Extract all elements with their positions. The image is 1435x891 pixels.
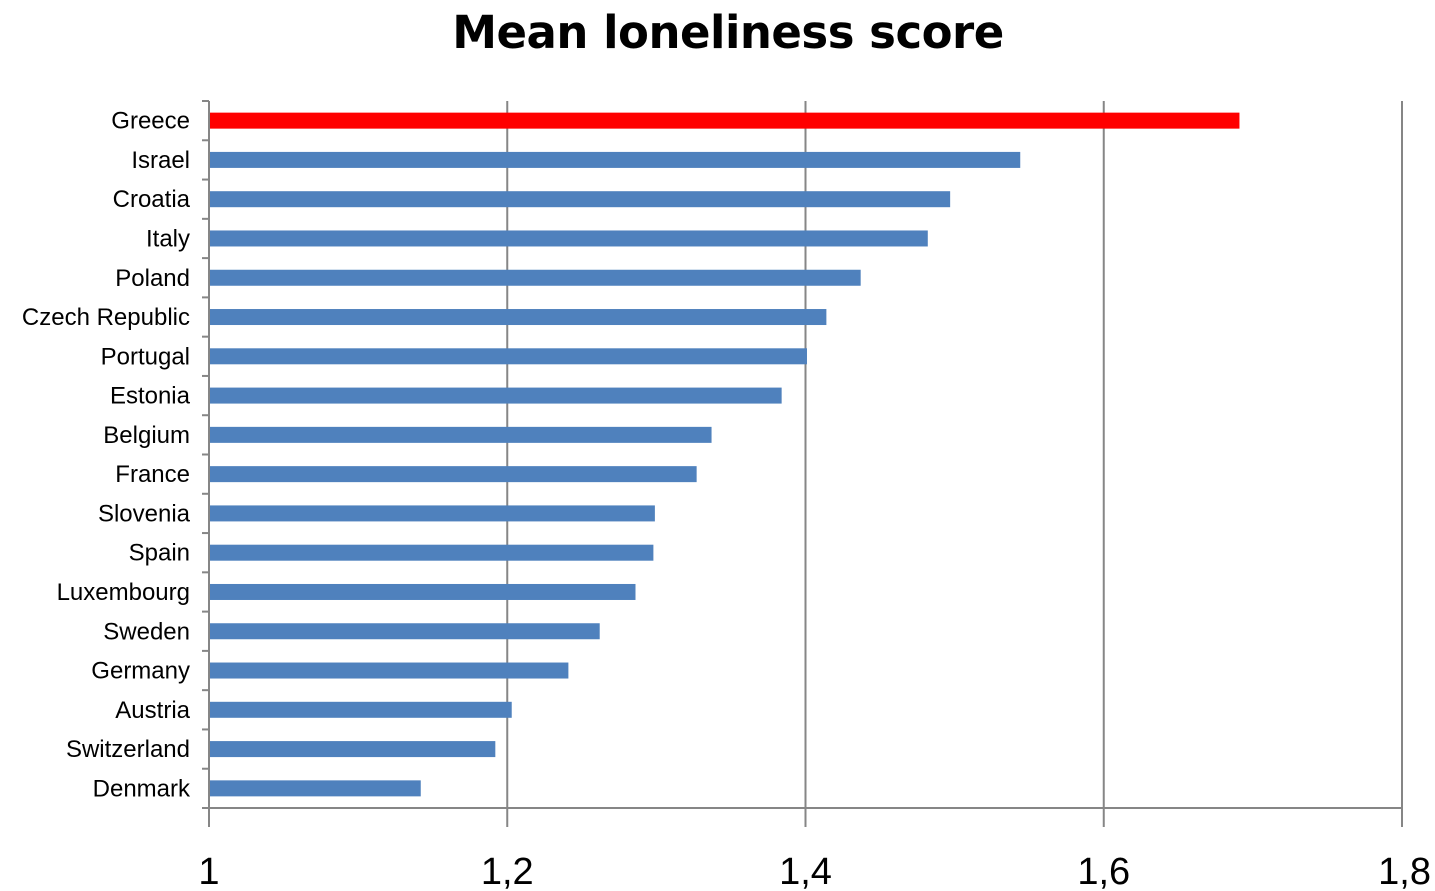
chart-title: Mean loneliness score [452,6,1004,59]
bar-poland [209,269,861,286]
bar-belgium [209,426,712,443]
category-label: Czech Republic [22,304,190,331]
bar-spain [209,544,654,561]
bar-italy [209,230,928,247]
category-label: Slovenia [98,500,191,527]
x-tick-label: 1,6 [1077,851,1130,891]
category-labels: Greece Israel Croatia Italy Poland Czech Repu… [22,108,191,803]
x-tick-label: 1 [198,851,219,891]
category-label: Switzerland [66,736,190,763]
bar-greece [209,112,1240,129]
bar-croatia [209,191,951,208]
x-tick-label: 1,8 [1378,851,1431,891]
category-label: Portugal [101,343,190,370]
category-label: Sweden [103,618,190,645]
category-label: Greece [111,108,190,135]
bar-switzerland [209,741,496,758]
bar-czech-republic [209,309,827,326]
x-tick-label: 1,2 [481,851,534,891]
bar-germany [209,662,569,679]
gridlines [506,101,1403,808]
category-label: Germany [91,658,190,685]
category-label: Austria [115,697,190,724]
bar-portugal [209,348,807,365]
category-label: Luxembourg [57,579,190,606]
category-label: Israel [131,147,190,174]
x-tick-label: 1,4 [779,851,832,891]
bars [209,112,1240,797]
bar-austria [209,701,512,718]
bar-israel [209,151,1021,168]
axes [202,100,1403,827]
category-label: Estonia [110,383,191,410]
bar-france [209,466,697,483]
x-tick-labels: 1 1,2 1,4 1,6 1,8 [198,851,1431,891]
category-label: Spain [129,540,190,567]
bar-luxembourg [209,583,636,600]
category-label: Italy [146,225,190,252]
category-label: Belgium [103,422,190,449]
category-label: France [115,461,190,488]
category-label: Croatia [113,186,191,213]
bar-estonia [209,387,782,404]
category-label: Denmark [93,775,191,802]
bar-denmark [209,780,421,797]
bar-sweden [209,623,600,640]
category-label: Poland [115,265,190,292]
bar-slovenia [209,505,655,522]
